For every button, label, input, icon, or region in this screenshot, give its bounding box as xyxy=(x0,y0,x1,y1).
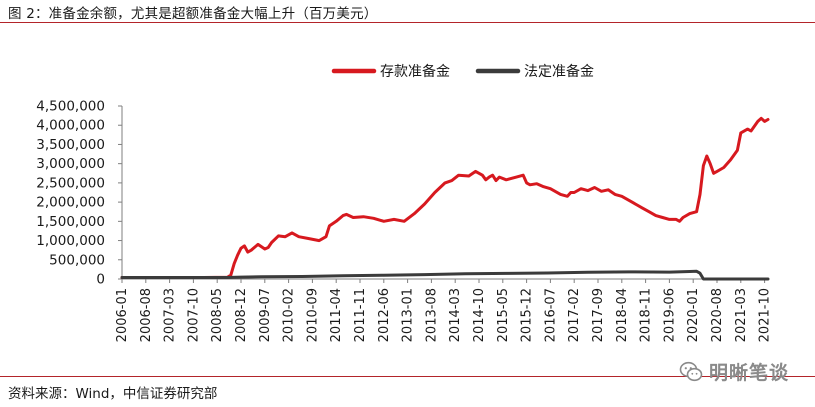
x-tick-label: 2011-11 xyxy=(353,288,368,342)
x-tick-label: 2006-01 xyxy=(115,288,130,342)
x-tick-label: 2013-01 xyxy=(401,288,416,342)
x-tick-label: 2014-10 xyxy=(472,288,487,342)
x-tick-label: 2015-12 xyxy=(520,288,535,342)
y-tick-label: 0 xyxy=(96,272,105,288)
x-tick-label: 2017-09 xyxy=(591,288,606,342)
x-tick-label: 2020-08 xyxy=(710,288,725,342)
x-tick-label: 2013-08 xyxy=(424,288,439,342)
y-tick-label: 4,500,000 xyxy=(36,99,105,115)
series-line-1 xyxy=(120,116,770,279)
x-tick-label: 2006-08 xyxy=(139,288,154,342)
title-divider xyxy=(0,22,815,23)
x-tick-label: 2018-11 xyxy=(639,288,654,342)
x-tick-label: 2017-02 xyxy=(567,288,582,342)
source-note: 资料来源：Wind，中信证券研究部 xyxy=(8,386,218,402)
y-axis: 0 500,000 1,000,000 1,500,000 2,000,000 2,500… xyxy=(36,99,123,288)
watermark: 明晰笔谈 xyxy=(679,358,789,385)
x-tick-label: 2018-04 xyxy=(615,288,630,342)
x-tick-label: 2021-10 xyxy=(758,288,773,342)
reserves-line-chart: 存款准备金 法定准备金 0 500,000 1,000,000 1,500,000 2,0… xyxy=(36,63,773,342)
chart-legend: 存款准备金 法定准备金 xyxy=(331,63,594,80)
y-tick-label: 1,500,000 xyxy=(36,214,105,230)
x-tick-label: 2012-06 xyxy=(377,288,392,342)
x-tick-label: 2016-07 xyxy=(543,288,558,342)
y-tick-label: 2,000,000 xyxy=(36,195,105,211)
legend-label-2: 法定准备金 xyxy=(524,63,594,80)
wechat-icon xyxy=(679,361,703,381)
x-axis: 2006-01 2006-08 2007-03 2007-10 2008-05 2008-… xyxy=(115,278,773,342)
y-tick-label: 3,500,000 xyxy=(36,137,105,153)
x-tick-label: 2010-09 xyxy=(305,288,320,342)
x-tick-label: 2008-05 xyxy=(210,288,225,342)
x-tick-label: 2014-03 xyxy=(448,288,463,342)
y-tick-label: 4,000,000 xyxy=(36,118,105,134)
chart-series xyxy=(120,116,770,281)
source-divider xyxy=(0,376,815,377)
x-tick-label: 2020-01 xyxy=(686,288,701,342)
x-tick-label: 2008-12 xyxy=(234,288,249,342)
x-tick-label: 2010-02 xyxy=(282,288,297,342)
x-tick-label: 2009-07 xyxy=(258,288,273,342)
x-tick-label: 2015-05 xyxy=(496,288,511,342)
legend-label-1: 存款准备金 xyxy=(380,63,450,80)
watermark-text: 明晰笔谈 xyxy=(708,362,789,384)
x-tick-label: 2019-06 xyxy=(662,288,677,342)
y-tick-label: 500,000 xyxy=(49,252,105,268)
x-tick-label: 2021-03 xyxy=(734,288,749,342)
series-line-2 xyxy=(120,269,770,281)
y-tick-label: 1,000,000 xyxy=(36,233,105,249)
y-tick-label: 2,500,000 xyxy=(36,175,105,191)
x-tick-label: 2007-10 xyxy=(186,288,201,342)
x-tick-label: 2007-03 xyxy=(163,288,178,342)
y-tick-label: 3,000,000 xyxy=(36,156,105,172)
x-tick-label: 2011-04 xyxy=(329,288,344,342)
figure-title: 图 2：准备金余额，尤其是超额准备金大幅上升（百万美元） xyxy=(8,6,378,22)
